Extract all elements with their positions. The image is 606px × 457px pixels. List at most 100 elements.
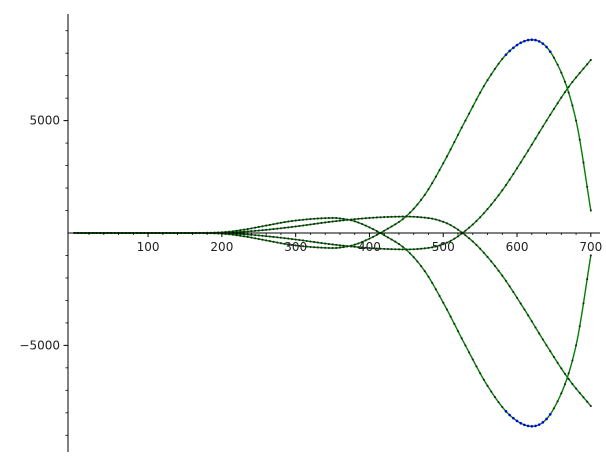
- series-3-point: [479, 247, 482, 250]
- series-1-point: [508, 413, 511, 417]
- series-1-point: [563, 383, 567, 386]
- series-2-point: [453, 141, 456, 144]
- series-3-point: [302, 224, 305, 227]
- series-4-point: [468, 226, 471, 229]
- series-4-point: [342, 244, 345, 247]
- series-3-point: [257, 229, 260, 232]
- series-3-point: [401, 215, 404, 218]
- series-2-point: [575, 119, 578, 122]
- series-4-point: [475, 219, 478, 223]
- series-3-point: [578, 391, 581, 395]
- series-2-point: [408, 211, 412, 214]
- series-3-point: [338, 219, 341, 222]
- series-4-point: [512, 172, 515, 176]
- series-3-point: [552, 355, 555, 359]
- series-1-point: [416, 260, 419, 263]
- series-4-point: [490, 203, 493, 206]
- series-1-point: [582, 302, 585, 305]
- series-3-point: [390, 215, 393, 218]
- series-1-point: [589, 254, 592, 257]
- series-3-point: [504, 279, 508, 282]
- series-2-point: [501, 57, 504, 60]
- series-3-point: [434, 218, 437, 221]
- series-1-point: [442, 301, 445, 304]
- series-1-point: [305, 218, 308, 221]
- series-2-point: [416, 203, 419, 206]
- series-3-point: [342, 219, 345, 222]
- series-3-point: [331, 220, 334, 223]
- series-3-point: [309, 223, 312, 226]
- series-3-point: [246, 230, 249, 233]
- series-3-point: [420, 216, 423, 219]
- series-3-point: [287, 226, 290, 229]
- series-4-point: [357, 246, 360, 249]
- series-1-point: [575, 344, 578, 347]
- series-4-point: [335, 243, 338, 246]
- series-1-point: [537, 423, 541, 426]
- series-3-point: [364, 217, 367, 220]
- series-1-point: [552, 407, 555, 410]
- series-4-point: [501, 189, 504, 192]
- series-2-point: [390, 225, 393, 228]
- series-4-point: [305, 239, 308, 243]
- series-1-point: [490, 390, 493, 393]
- series-4-point: [239, 233, 242, 236]
- series-3-point: [283, 226, 286, 229]
- series-4-point: [464, 229, 467, 232]
- x-tick-label: 300: [284, 240, 307, 254]
- series-3-point: [276, 227, 279, 230]
- series-1-point: [383, 234, 386, 237]
- series-1-point: [519, 421, 523, 425]
- series-3-point: [361, 217, 364, 220]
- series-4-point: [438, 244, 441, 247]
- series-2-point: [372, 235, 375, 238]
- series-1-point: [434, 288, 437, 291]
- series-2-point: [515, 43, 519, 47]
- series-2-point: [468, 112, 471, 115]
- series-3-point: [560, 367, 563, 370]
- series-1-point: [445, 308, 448, 311]
- series-1-point: [512, 416, 515, 420]
- series-1-point: [567, 372, 570, 375]
- series-2-point: [338, 246, 341, 249]
- series-2-point: [519, 41, 523, 45]
- series-2-point: [331, 247, 334, 250]
- series-4-point: [456, 235, 460, 238]
- series-1-point: [530, 424, 534, 428]
- series-1-point: [294, 219, 297, 222]
- series-2-point: [589, 209, 592, 212]
- series-2-point: [316, 246, 319, 249]
- series-2-point: [250, 236, 253, 239]
- series-1-point: [420, 265, 423, 268]
- series-2-point: [512, 46, 515, 50]
- series-4-point: [242, 233, 246, 236]
- series-2-point: [327, 246, 330, 250]
- series-4-point: [276, 236, 279, 239]
- series-1-point: [302, 218, 305, 221]
- series-1-point: [257, 225, 260, 229]
- series-1-point: [501, 406, 504, 409]
- series-2-point: [309, 245, 312, 248]
- series-3-point: [501, 274, 504, 277]
- series-3-point: [375, 216, 378, 219]
- series-1-point: [497, 401, 500, 404]
- series-3-point: [416, 215, 419, 219]
- series-1-point: [460, 337, 463, 340]
- series-4-point: [309, 240, 312, 243]
- series-3-point: [305, 223, 308, 227]
- series-3-point: [442, 220, 445, 223]
- series-4-point: [257, 234, 260, 237]
- series-4-point: [556, 102, 559, 105]
- series-1-point: [486, 384, 489, 387]
- series-2-point: [420, 198, 423, 201]
- series-2-point: [302, 245, 305, 248]
- series-4-point: [575, 76, 578, 79]
- series-3-point: [449, 224, 452, 227]
- series-2-point: [431, 182, 434, 185]
- series-4-point: [368, 247, 371, 250]
- series-3-point: [346, 218, 349, 221]
- series-3-point: [316, 222, 319, 225]
- series-2-point: [276, 241, 279, 244]
- series-4-point: [552, 107, 555, 111]
